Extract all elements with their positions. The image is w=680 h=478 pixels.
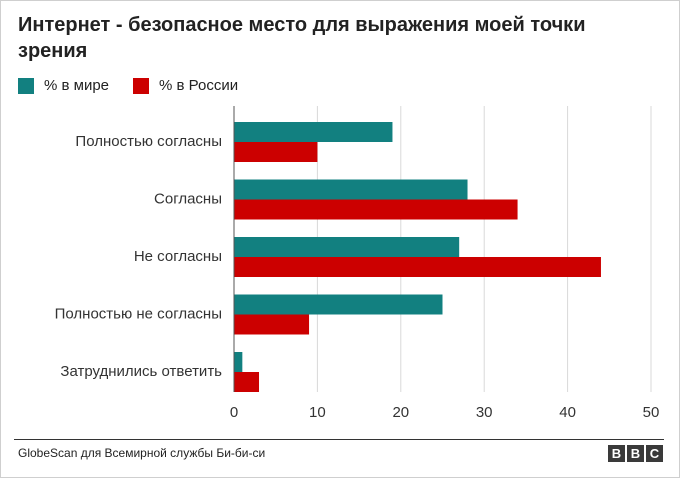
category-label: Согласны (154, 191, 222, 208)
legend-swatch-world (18, 77, 34, 94)
bar-russia (234, 372, 260, 392)
bar-russia (234, 314, 310, 335)
x-tick-label: 50 (643, 404, 660, 421)
bbc-logo: B B C (606, 445, 663, 462)
bar-russia (234, 142, 318, 162)
bar-russia (234, 199, 518, 220)
x-tick-label: 40 (559, 404, 576, 421)
chart-title: Интернет - безопасное место для выражени… (18, 14, 586, 62)
bar-world (234, 294, 443, 315)
source-divider (14, 439, 664, 440)
bar-russia (234, 257, 601, 277)
bar-world (234, 352, 243, 372)
bar-world (234, 122, 393, 142)
chart-legend: % в мире % в России (18, 77, 262, 94)
bar-world (234, 179, 468, 200)
category-label: Полностью согласны (75, 133, 222, 150)
bbc-logo-block: B (608, 445, 625, 462)
legend-swatch-russia (133, 77, 150, 94)
legend-label-world: % в мире (44, 77, 110, 94)
category-label: Затруднились ответить (60, 363, 222, 380)
category-label: Полностью не согласны (55, 306, 222, 323)
bbc-logo-block: B (627, 445, 644, 462)
legend-item-world: % в мире (18, 77, 109, 94)
source-note: GlobeScan для Всемирной службы Би-би-си (18, 446, 266, 460)
bbc-logo-block: C (646, 445, 663, 462)
legend-label-russia: % в России (159, 77, 239, 94)
legend-item-russia: % в России (133, 77, 238, 94)
x-tick-label: 0 (230, 404, 238, 421)
x-tick-label: 10 (309, 404, 326, 421)
x-tick-label: 20 (392, 404, 409, 421)
x-tick-label: 30 (476, 404, 493, 421)
bar-world (234, 237, 460, 257)
category-label: Не согласны (134, 248, 222, 265)
